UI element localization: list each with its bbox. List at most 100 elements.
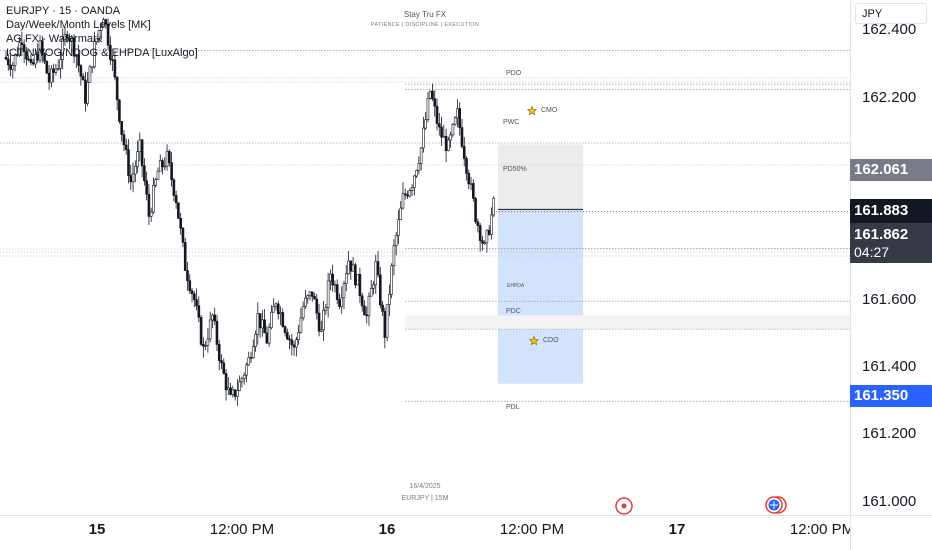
candle-body (206, 338, 210, 346)
candle-body (65, 34, 69, 39)
candle-body (490, 214, 493, 235)
currency-selector[interactable]: JPY (855, 3, 927, 24)
candle-body (354, 264, 357, 286)
watermark-date: 16/4/2025 (409, 483, 441, 490)
candle-body (295, 339, 298, 348)
candle-body (72, 37, 76, 57)
cdo-star-icon (528, 335, 540, 346)
candle-body (229, 387, 232, 395)
candle-body (399, 207, 403, 220)
candle-body (165, 151, 169, 167)
candle-body (236, 390, 239, 397)
candle-body (283, 326, 287, 333)
candle-body (426, 97, 430, 120)
candle-body (13, 54, 17, 66)
candle-body (317, 312, 321, 332)
candle-body (202, 344, 205, 347)
candle-body (56, 68, 60, 70)
candle-body (113, 59, 117, 78)
candle-body (59, 59, 62, 69)
candle-body (143, 165, 146, 182)
candle-body (154, 179, 158, 186)
candle-body (297, 332, 300, 341)
candle-body (433, 98, 437, 107)
time-axis[interactable] (0, 515, 850, 550)
candle-body (422, 127, 425, 149)
candle-body (308, 291, 312, 297)
candle-body (267, 327, 271, 344)
price-tick-label: 161.000 (862, 492, 917, 510)
legend-symbol[interactable]: EURJPY · 15 · OANDA (6, 5, 121, 17)
cmo-star-icon (526, 105, 538, 116)
candle-body (451, 123, 455, 136)
candle-body (476, 221, 480, 226)
candle-body (156, 170, 160, 180)
candle-body (313, 296, 316, 300)
candle-body (326, 280, 330, 308)
candle-body (435, 105, 439, 124)
candle-body (390, 265, 393, 295)
candle-body (131, 173, 135, 183)
axis-corner[interactable] (850, 515, 932, 550)
candle-body (322, 309, 325, 331)
level-label-pdc: PDC (506, 308, 521, 315)
candle-body (161, 160, 164, 168)
price-tick-label: 162.200 (862, 88, 917, 106)
legend-indicator-levels[interactable]: Day/Week/Month Levels [MK] (6, 19, 151, 31)
target-zone (498, 209, 583, 384)
candle-body (247, 357, 251, 366)
candle-body (467, 173, 471, 185)
candle-body (478, 225, 482, 241)
time-tick-label: 12:00 PM (209, 521, 275, 538)
candle-body (238, 381, 241, 391)
candle-body (299, 317, 303, 333)
candle-body (217, 344, 221, 361)
candle-body (306, 295, 310, 299)
legend-indicator-watermark[interactable]: AG FX - Watermark (6, 33, 103, 45)
candle-body (138, 139, 142, 152)
level-label-cdo: CDO (543, 337, 559, 344)
candle-body (274, 303, 278, 307)
candle-body (222, 362, 226, 374)
candle-body (211, 314, 214, 321)
candle-body (231, 389, 235, 395)
candle-body (86, 81, 89, 104)
candle-body (140, 139, 144, 167)
candle-body (329, 273, 332, 282)
price-plot[interactable] (0, 0, 850, 515)
candle-body (90, 66, 94, 69)
candle-body (54, 68, 58, 73)
alert-icon[interactable] (614, 496, 634, 516)
candle-body (136, 151, 139, 167)
candle-body (149, 211, 153, 217)
economic-events-icon[interactable] (763, 495, 789, 515)
candle-body (192, 293, 196, 301)
candle-body (349, 260, 353, 272)
candle-body (195, 299, 198, 306)
candle-body (403, 193, 407, 196)
candle-body (9, 64, 12, 70)
candle-body (43, 53, 46, 62)
legend-indicator-luxalgo[interactable]: ICT NWOG/NDOG & EHPDA [LuxAlgo] (6, 47, 198, 59)
candle-body (249, 357, 253, 359)
candle-body (97, 30, 101, 40)
candle-body (320, 329, 323, 332)
candle-body (147, 194, 151, 217)
candle-body (424, 119, 427, 129)
candle-body (124, 144, 128, 150)
stop-zone (498, 144, 583, 210)
candle-body (288, 338, 291, 341)
candle-body (358, 274, 362, 297)
candle-body (474, 198, 477, 223)
candle-body (183, 242, 187, 271)
candle-body (401, 193, 405, 209)
candle-body (381, 304, 384, 312)
candle-body (52, 68, 55, 73)
candle-body (265, 332, 269, 344)
candle-body (31, 62, 35, 65)
level-label-pwc: PWC (503, 119, 520, 126)
candle-body (460, 127, 464, 147)
candle-body (177, 202, 180, 219)
candle-body (392, 245, 396, 267)
